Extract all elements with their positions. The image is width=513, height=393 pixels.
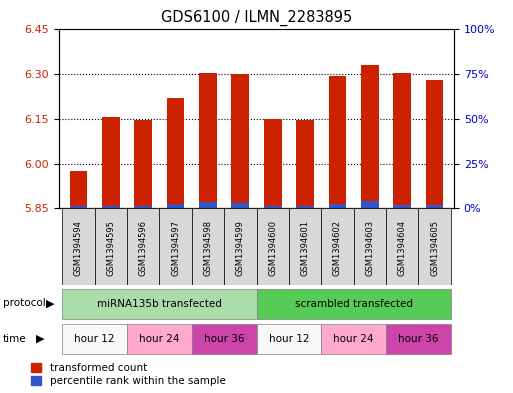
FancyBboxPatch shape [62, 208, 94, 285]
Bar [361, 65, 379, 208]
Text: GSM1394597: GSM1394597 [171, 220, 180, 276]
FancyBboxPatch shape [62, 324, 127, 354]
Text: hour 36: hour 36 [204, 334, 244, 344]
FancyBboxPatch shape [192, 324, 256, 354]
Bar [102, 118, 120, 208]
Text: GSM1394604: GSM1394604 [398, 220, 407, 276]
Bar [167, 204, 185, 208]
FancyBboxPatch shape [289, 208, 321, 285]
Text: time: time [3, 334, 26, 344]
Text: ▶: ▶ [36, 334, 44, 344]
Text: protocol: protocol [3, 298, 45, 309]
Bar [70, 171, 87, 208]
Text: GDS6100 / ILMN_2283895: GDS6100 / ILMN_2283895 [161, 10, 352, 26]
Bar [134, 120, 152, 208]
Text: hour 36: hour 36 [398, 334, 439, 344]
FancyBboxPatch shape [127, 208, 160, 285]
FancyBboxPatch shape [256, 324, 321, 354]
FancyBboxPatch shape [386, 208, 419, 285]
Bar [264, 119, 282, 208]
FancyBboxPatch shape [256, 288, 451, 319]
FancyBboxPatch shape [353, 208, 386, 285]
Bar [426, 80, 443, 208]
Text: hour 12: hour 12 [269, 334, 309, 344]
Text: scrambled transfected: scrambled transfected [294, 299, 412, 309]
Legend: transformed count, percentile rank within the sample: transformed count, percentile rank withi… [31, 363, 226, 386]
Bar [296, 206, 314, 208]
Bar [328, 204, 346, 208]
FancyBboxPatch shape [192, 208, 224, 285]
FancyBboxPatch shape [224, 208, 256, 285]
Text: GSM1394603: GSM1394603 [365, 220, 374, 276]
FancyBboxPatch shape [419, 208, 451, 285]
Bar [361, 202, 379, 208]
Text: GSM1394596: GSM1394596 [139, 220, 148, 276]
Text: GSM1394599: GSM1394599 [236, 220, 245, 275]
Text: miRNA135b transfected: miRNA135b transfected [97, 299, 222, 309]
FancyBboxPatch shape [94, 208, 127, 285]
Bar [199, 202, 217, 208]
Bar [426, 205, 443, 208]
Bar [231, 74, 249, 208]
Bar [167, 98, 185, 208]
Bar [134, 206, 152, 208]
Text: GSM1394601: GSM1394601 [301, 220, 309, 276]
Bar [102, 206, 120, 208]
FancyBboxPatch shape [127, 324, 192, 354]
Bar [393, 205, 411, 208]
Text: GSM1394598: GSM1394598 [204, 220, 212, 276]
Bar [70, 206, 87, 208]
Text: ▶: ▶ [46, 298, 54, 309]
Bar [296, 120, 314, 208]
Bar [393, 73, 411, 208]
Text: hour 24: hour 24 [333, 334, 374, 344]
FancyBboxPatch shape [386, 324, 451, 354]
Bar [264, 206, 282, 208]
Text: GSM1394595: GSM1394595 [106, 220, 115, 275]
FancyBboxPatch shape [256, 208, 289, 285]
Text: GSM1394600: GSM1394600 [268, 220, 277, 276]
Text: hour 12: hour 12 [74, 334, 115, 344]
Text: hour 24: hour 24 [139, 334, 180, 344]
FancyBboxPatch shape [160, 208, 192, 285]
Text: GSM1394605: GSM1394605 [430, 220, 439, 276]
FancyBboxPatch shape [321, 208, 353, 285]
Bar [199, 73, 217, 208]
Bar [231, 203, 249, 208]
FancyBboxPatch shape [62, 288, 256, 319]
Text: GSM1394594: GSM1394594 [74, 220, 83, 275]
Bar [328, 76, 346, 208]
Text: GSM1394602: GSM1394602 [333, 220, 342, 276]
FancyBboxPatch shape [321, 324, 386, 354]
